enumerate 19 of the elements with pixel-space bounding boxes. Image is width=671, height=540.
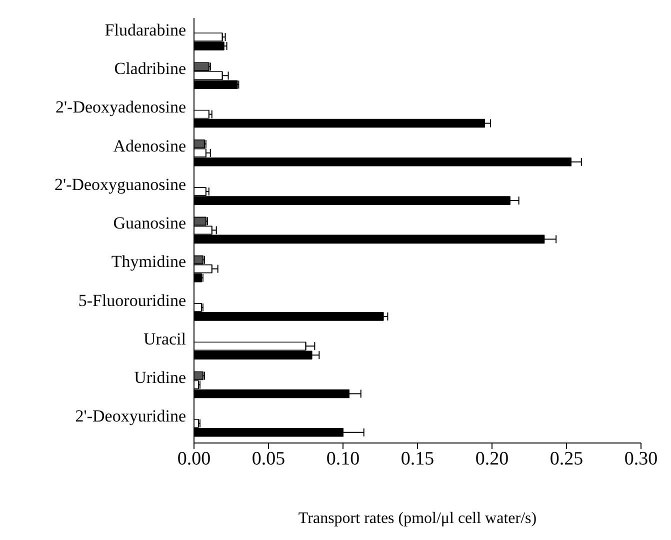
x-axis-title: Transport rates (pmol/μl cell water/s) [298,510,537,527]
x-tick-label: 0.15 [400,448,434,470]
y-tick-label: Guanosine [113,214,186,233]
x-tick-label: 0.00 [177,448,211,470]
y-tick-label: Uridine [134,368,186,388]
x-tick-label: 0.10 [326,448,360,470]
y-tick-label: 2'-Deoxyuridine [75,406,186,426]
x-tick-label: 0.05 [252,448,286,470]
x-tick-label: 0.30 [624,448,658,470]
y-tick-label: Uracil [144,329,186,348]
y-tick-label: Adenosine [113,136,186,156]
y-tick-label: 2'-Deoxyguanosine [54,174,186,194]
y-tick-label: Cladribine [114,58,186,78]
y-tick-label: Fludarabine [104,20,186,40]
y-tick-label: 5-Fluorouridine [78,290,186,310]
x-tick-label: 0.20 [475,448,509,470]
y-tick-label: 2'-Deoxyadenosine [55,98,186,117]
x-tick-label: 0.25 [550,448,584,470]
y-tick-label: Thymidine [111,252,186,272]
